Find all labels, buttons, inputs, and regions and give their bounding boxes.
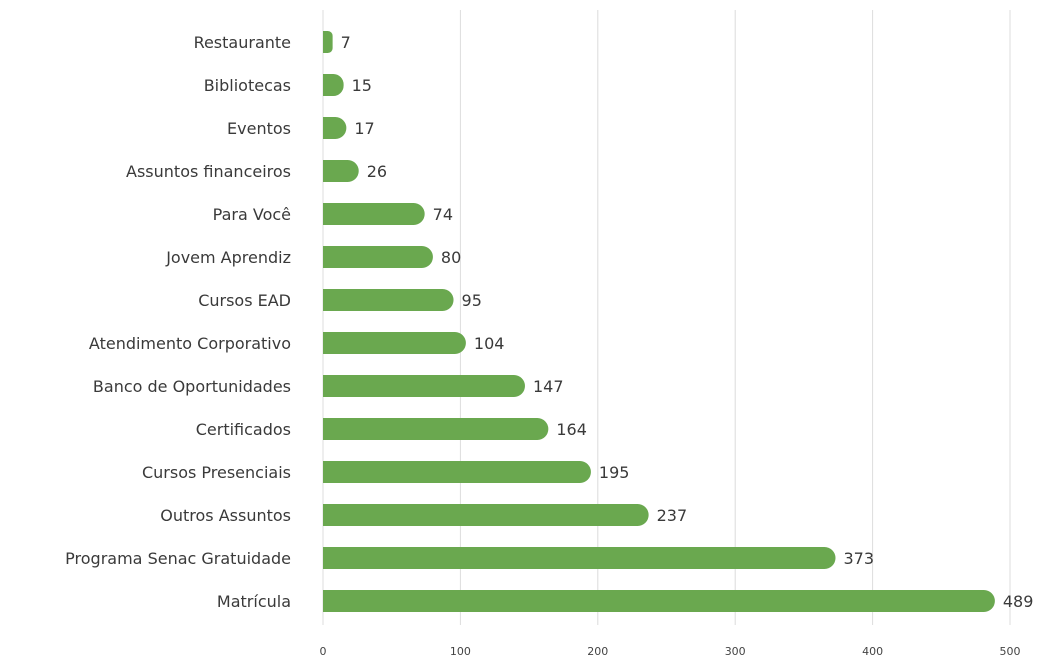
value-label: 80 <box>441 248 461 267</box>
value-label: 373 <box>844 549 875 568</box>
bar <box>323 246 433 268</box>
bar <box>323 289 454 311</box>
bar <box>323 418 549 440</box>
gridlines <box>322 10 1011 625</box>
bars <box>323 31 995 612</box>
x-tick-label: 0 <box>320 645 327 658</box>
value-label: 26 <box>367 162 387 181</box>
value-label: 164 <box>556 420 587 439</box>
category-label: Assuntos financeiros <box>126 162 291 181</box>
bar <box>323 332 466 354</box>
value-label: 95 <box>462 291 482 310</box>
category-label: Restaurante <box>194 33 291 52</box>
value-labels: 7 15 17 26 74 80 95 104 147 164 195 237 373 489 <box>341 33 1034 611</box>
value-label: 195 <box>599 463 630 482</box>
value-label: 74 <box>433 205 453 224</box>
x-tick-label: 300 <box>725 645 746 658</box>
category-label: Jovem Aprendiz <box>165 248 291 267</box>
x-axis-ticks: 0 100 200 300 400 500 <box>320 645 1021 658</box>
category-label: Bibliotecas <box>204 76 291 95</box>
value-label: 237 <box>657 506 688 525</box>
value-label: 489 <box>1003 592 1034 611</box>
category-label: Programa Senac Gratuidade <box>65 549 291 568</box>
x-tick-label: 200 <box>587 645 608 658</box>
value-label: 104 <box>474 334 505 353</box>
bar <box>323 117 347 139</box>
category-label: Eventos <box>227 119 291 138</box>
category-label: Matrícula <box>217 592 291 611</box>
category-label: Banco de Oportunidades <box>93 377 291 396</box>
value-label: 15 <box>352 76 372 95</box>
x-tick-label: 100 <box>450 645 471 658</box>
bar <box>323 31 333 53</box>
bar <box>323 461 591 483</box>
value-label: 17 <box>354 119 374 138</box>
category-label: Atendimento Corporativo <box>89 334 291 353</box>
x-tick-label: 400 <box>862 645 883 658</box>
bar <box>323 590 995 612</box>
value-label: 7 <box>341 33 351 52</box>
category-label: Certificados <box>196 420 291 439</box>
bar <box>323 74 344 96</box>
value-label: 147 <box>533 377 564 396</box>
bar <box>323 547 836 569</box>
category-label: Cursos Presenciais <box>142 463 291 482</box>
category-labels: Restaurante Bibliotecas Eventos Assuntos fi… <box>65 33 291 611</box>
bar <box>323 504 649 526</box>
bar <box>323 375 525 397</box>
x-tick-label: 500 <box>1000 645 1021 658</box>
category-label: Cursos EAD <box>198 291 291 310</box>
bar <box>323 203 425 225</box>
category-label: Outros Assuntos <box>160 506 291 525</box>
bar <box>323 160 359 182</box>
category-label: Para Você <box>213 205 291 224</box>
